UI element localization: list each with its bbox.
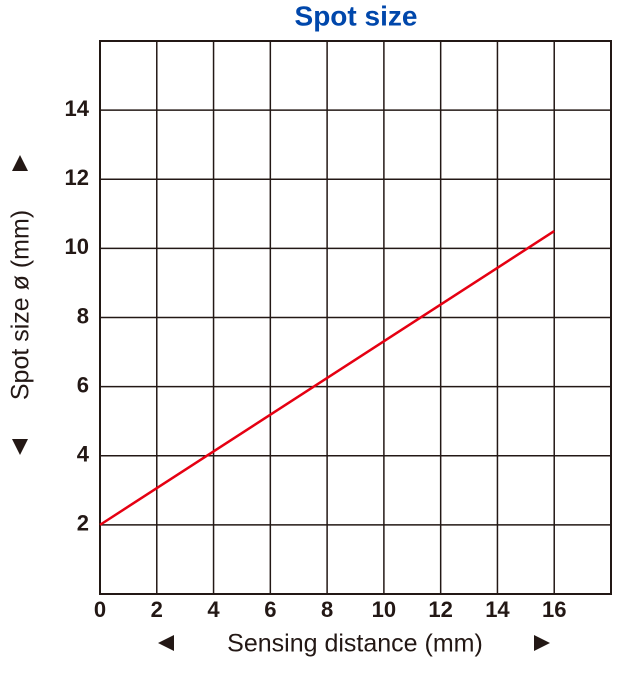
y-tick-label: 2 bbox=[77, 511, 89, 536]
y-tick-label: 6 bbox=[77, 372, 89, 397]
x-tick-label: 14 bbox=[485, 597, 510, 622]
x-tick-label: 8 bbox=[321, 597, 333, 622]
arrow-right bbox=[534, 635, 550, 651]
arrow-up bbox=[12, 155, 28, 171]
y-tick-label: 8 bbox=[77, 303, 89, 328]
x-axis-label-group: Sensing distance (mm) bbox=[158, 630, 550, 658]
y-tick-label: 10 bbox=[65, 234, 89, 259]
arrow-down bbox=[12, 439, 28, 455]
y-axis-label: Spot size ø (mm) bbox=[7, 210, 35, 400]
x-tick-label: 10 bbox=[372, 597, 396, 622]
y-tick-label: 12 bbox=[65, 165, 89, 190]
y-tick-label: 4 bbox=[77, 442, 90, 467]
chart-title: Spot size bbox=[295, 0, 418, 31]
x-tick-label: 12 bbox=[428, 597, 452, 622]
arrow-left bbox=[158, 635, 174, 651]
x-tick-label: 6 bbox=[264, 597, 276, 622]
x-tick-label: 16 bbox=[542, 597, 566, 622]
y-axis-label-group: Spot size ø (mm) bbox=[7, 155, 35, 455]
x-tick-label: 4 bbox=[207, 597, 220, 622]
data-line bbox=[99, 230, 555, 526]
y-tick-label: 14 bbox=[65, 96, 90, 121]
x-tick-label: 2 bbox=[151, 597, 163, 622]
x-tick-label: 0 bbox=[94, 597, 106, 622]
x-axis-label: Sensing distance (mm) bbox=[227, 630, 483, 658]
